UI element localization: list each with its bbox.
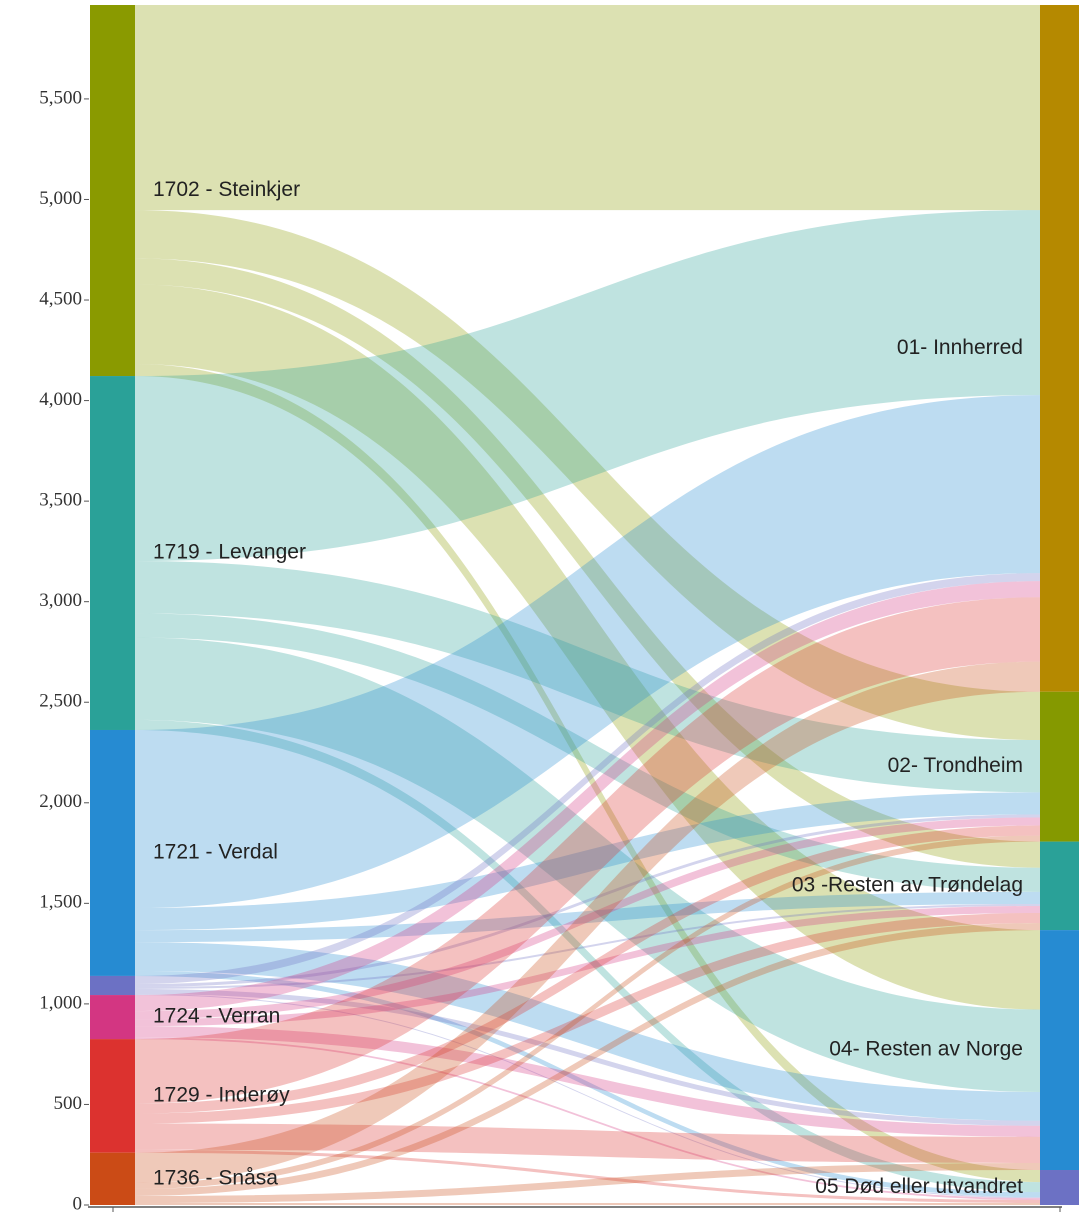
y-tick-label: 1,500 (39, 892, 82, 913)
flow-link (135, 284, 1040, 1010)
target-node (1040, 930, 1079, 1171)
y-tick-label: 3,000 (39, 590, 82, 611)
target-node (1040, 841, 1079, 931)
flow-link (135, 363, 1040, 1183)
source-node (90, 975, 135, 996)
flow-link (135, 561, 1040, 793)
target-node (1040, 5, 1079, 692)
flow-link (135, 1202, 1040, 1205)
flow-link (135, 210, 1040, 741)
target-label: 05 Død eller utvandret (815, 1175, 1023, 1198)
flow-link (135, 637, 1040, 1092)
flow-link (135, 1037, 1040, 1200)
source-label: 1729 - Inderøy (153, 1083, 290, 1106)
source-node (90, 5, 135, 377)
y-tick-label: 5,500 (39, 87, 82, 108)
flow-link (135, 923, 1040, 1196)
flow-link (135, 1123, 1040, 1163)
target-label: 04- Resten av Norge (829, 1038, 1023, 1061)
flow-link (135, 1026, 1040, 1137)
flow-link (135, 994, 1040, 1199)
y-tick-label: 4,000 (39, 389, 82, 410)
flow-link (135, 395, 1040, 908)
y-tick-label: 2,500 (39, 691, 82, 712)
flow-link (135, 1162, 1040, 1203)
flow-link (135, 903, 1040, 990)
y-tick-label: 0 (73, 1193, 83, 1212)
flow-link (135, 817, 1040, 1020)
source-label: 1702 - Steinkjer (153, 178, 300, 201)
source-node (90, 376, 135, 730)
target-label: 03 -Resten av Trøndelag (792, 873, 1023, 896)
flow-link (135, 581, 1040, 1012)
flow-link (135, 5, 1040, 211)
y-tick-label: 5,000 (39, 188, 82, 209)
flow-link (135, 597, 1040, 1104)
flow-link (135, 661, 1040, 1183)
source-node (90, 995, 135, 1040)
y-tick-label: 1,000 (39, 992, 82, 1013)
flow-link (135, 792, 1040, 931)
flow-link (135, 719, 1040, 1193)
flow-link (135, 891, 1040, 943)
flow-link (135, 573, 1040, 984)
flow-link (135, 814, 1040, 988)
target-label: 02- Trondheim (888, 754, 1023, 777)
target-label: 01- Innherred (897, 336, 1023, 359)
y-tick-label: 500 (54, 1093, 83, 1114)
source-node (90, 1152, 135, 1205)
flow-link (135, 970, 1040, 1198)
flow-link (135, 905, 1040, 1027)
y-tick-label: 3,500 (39, 489, 82, 510)
flow-link (135, 912, 1040, 1124)
source-label: 1719 - Levanger (153, 541, 306, 564)
flow-link (135, 258, 1040, 868)
flow-link (135, 1149, 1040, 1203)
source-label: 1736 - Snåsa (153, 1166, 278, 1189)
target-node (1040, 691, 1079, 842)
flow-link (135, 825, 1040, 1114)
y-tick-label: 4,500 (39, 288, 82, 309)
flow-link (135, 210, 1040, 562)
flow-link (135, 613, 1040, 892)
source-node (90, 1039, 135, 1153)
flow-link (135, 942, 1040, 1121)
source-node (90, 729, 135, 976)
source-label: 1724 - Verran (153, 1005, 280, 1028)
source-label: 1721 - Verdal (153, 841, 278, 864)
flow-link (135, 989, 1040, 1126)
target-node (1040, 1170, 1079, 1205)
flow-link (135, 835, 1040, 1189)
y-tick-label: 2,000 (39, 791, 82, 812)
